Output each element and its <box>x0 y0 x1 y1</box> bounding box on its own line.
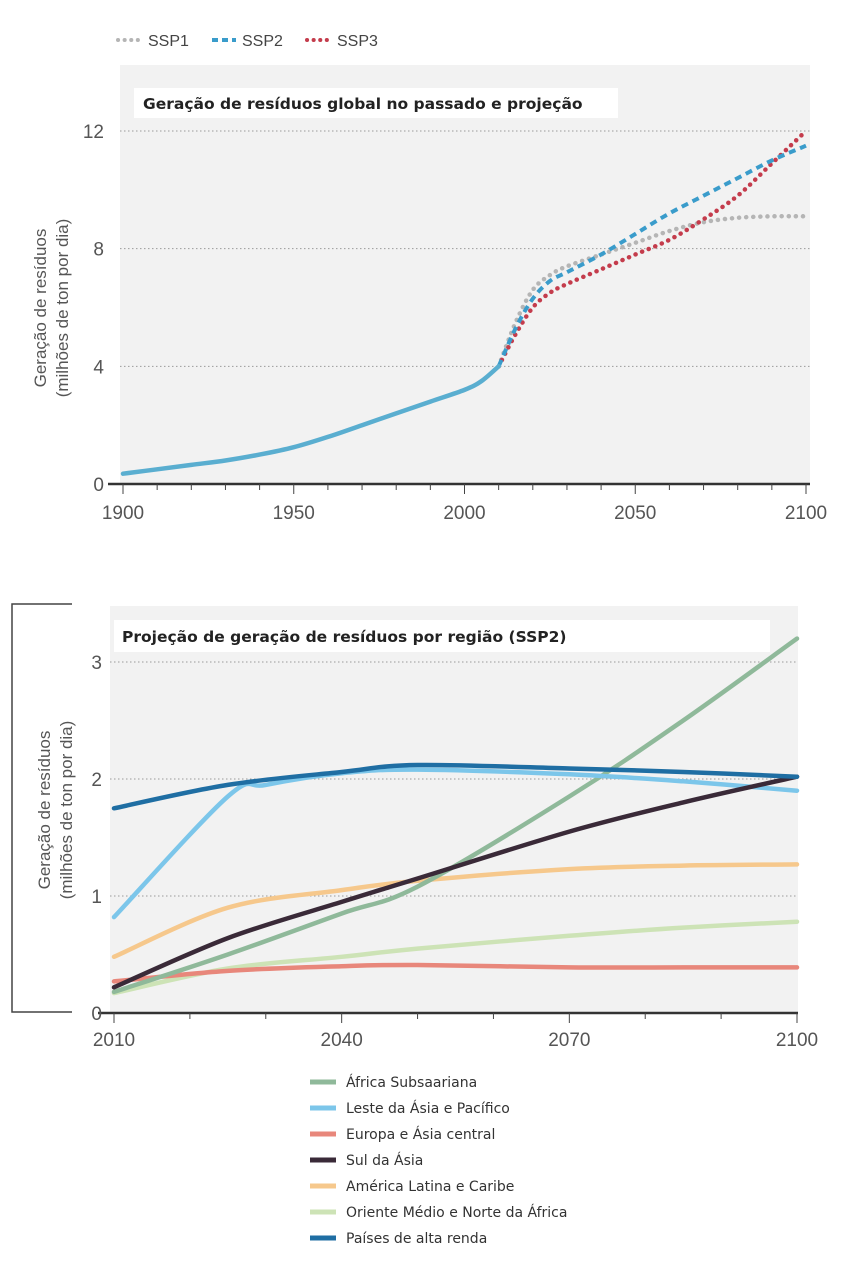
chart-2-y-tick-label: 3 <box>91 653 102 674</box>
chart-1-y-tick-label: 8 <box>93 240 104 261</box>
chart-2-legend-label: Sul da Ásia <box>346 1152 423 1169</box>
chart-1-y-tick-label: 12 <box>83 122 104 143</box>
chart-2-legend-label: Oriente Médio e Norte da África <box>346 1204 567 1221</box>
chart-2-ylabel-line2: (milhões de ton por dia) <box>57 721 76 900</box>
chart-1-plot-area <box>120 65 810 485</box>
chart-1-series-ssp2 <box>496 143 807 368</box>
chart-1-grid <box>120 130 810 367</box>
chart-2-x-tick-label: 2070 <box>548 1030 590 1051</box>
chart-1-y-tick-label: 0 <box>93 475 104 496</box>
chart-2-legend: África Subsaariana Leste da Ásia e Pacífi… <box>310 1074 567 1247</box>
chart-2-x-tick-label: 2100 <box>776 1030 818 1051</box>
chart-2-title-box <box>114 620 770 652</box>
chart-1-x-tick-label: 2000 <box>443 503 485 524</box>
chart-1-x-tick-label: 1900 <box>102 503 144 524</box>
chart-2-x-tick-label: 2040 <box>321 1030 363 1051</box>
chart-2-grid <box>110 661 798 897</box>
chart-2-series-line <box>111 919 800 996</box>
chart-2-title: Projeção de geração de resíduos por regi… <box>122 628 566 646</box>
chart-2-series-line <box>111 774 800 990</box>
chart-1-title: Geração de resíduos global no passado e … <box>143 95 583 113</box>
chart-1-legend-label: SSP3 <box>337 33 378 50</box>
chart-2-y-tick-label: 2 <box>91 770 102 791</box>
chart-2-legend-label: Europa e Ásia central <box>346 1126 495 1143</box>
chart-2-legend-label: Países de alta renda <box>346 1231 487 1247</box>
chart-1-legend-label: SSP1 <box>148 33 189 50</box>
chart-1-series-historical <box>120 364 501 476</box>
chart-1-title-box <box>134 88 618 118</box>
chart-1-series-ssp1 <box>496 213 809 369</box>
chart-2-bracket <box>11 603 72 1013</box>
chart-2-series-line <box>111 767 800 920</box>
chart-2: Projeção de geração de resíduos por regi… <box>11 603 818 1247</box>
chart-1-ylabel-line1: Geração de resíduos <box>31 229 50 388</box>
chart-1-series <box>120 128 809 476</box>
chart-2-series-line <box>111 636 800 995</box>
chart-2-series <box>111 636 800 996</box>
chart-1-x-tick-label: 2100 <box>785 503 827 524</box>
chart-1: Geração de resíduos global no passado e … <box>31 33 827 524</box>
chart-1-x-tick-label: 2050 <box>614 503 656 524</box>
chart-1-legend-label: SSP2 <box>242 33 283 50</box>
chart-2-series-line <box>111 762 800 811</box>
chart-1-legend: SSP1 SSP2 SSP3 <box>116 33 378 50</box>
chart-1-series-ssp3 <box>496 128 809 369</box>
chart-1-x-tick-label: 1950 <box>273 503 315 524</box>
chart-2-series-line <box>111 862 800 960</box>
chart-1-ylabel-line2: (milhões de ton por dia) <box>53 219 72 398</box>
chart-2-axes: 2010 2040 2070 2100 0 1 2 3 <box>91 653 818 1051</box>
chart-2-y-tick-label: 1 <box>91 887 102 908</box>
chart-1-y-tick-label: 4 <box>93 357 104 378</box>
chart-2-legend-label: Leste da Ásia e Pacífico <box>346 1100 510 1117</box>
chart-2-legend-label: América Latina e Caribe <box>346 1179 514 1195</box>
chart-1-axes: 1900 1950 2000 2050 2100 0 4 8 12 <box>83 122 827 524</box>
chart-2-y-tick-label: 0 <box>91 1004 102 1025</box>
chart-2-ylabel-line1: Geração de resíduos <box>35 731 54 890</box>
chart-2-legend-label: África Subsaariana <box>346 1074 477 1091</box>
chart-2-x-tick-label: 2010 <box>93 1030 135 1051</box>
chart-2-series-line <box>111 962 800 984</box>
